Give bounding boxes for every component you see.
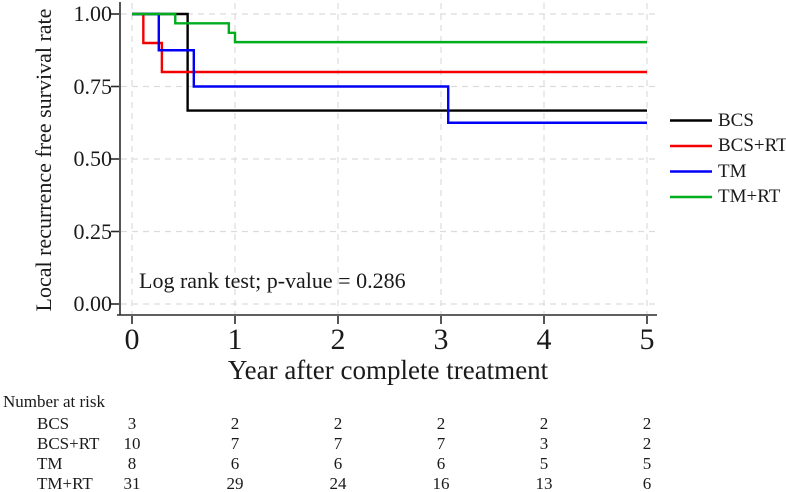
legend-label-TM+RT: TM+RT [718, 186, 781, 207]
risk-count: 6 [333, 454, 343, 473]
x-tick-label: 4 [536, 323, 552, 356]
series-line-TM [132, 12, 647, 124]
legend-label-BCS: BCS [718, 109, 754, 131]
risk-count: 29 [226, 474, 244, 492]
risk-count: 3 [539, 434, 549, 453]
risk-count: 2 [230, 414, 240, 433]
series-line-TM+RT [132, 12, 647, 44]
y-tick-label: 0.00 [73, 291, 113, 316]
risk-row-label: TM+RT [37, 474, 93, 492]
risk-count: 5 [642, 454, 652, 473]
risk-count: 2 [642, 434, 652, 453]
risk-count: 31 [123, 474, 141, 492]
risk-count: 5 [539, 454, 549, 473]
x-tick-label: 5 [639, 323, 655, 356]
risk-count: 8 [127, 454, 137, 473]
x-tick-label: 1 [227, 323, 243, 356]
risk-count: 2 [539, 414, 549, 433]
risk-row-label: BCS [37, 414, 70, 433]
risk-count: 2 [436, 414, 446, 433]
risk-count: 6 [642, 474, 652, 492]
y-tick-label: 0.50 [73, 146, 113, 171]
y-tick-label: 0.25 [73, 218, 113, 244]
risk-count: 2 [642, 414, 652, 433]
risk-count: 3 [127, 414, 137, 433]
risk-count: 7 [436, 434, 446, 453]
risk-count: 24 [329, 474, 347, 492]
risk-count: 6 [436, 454, 446, 473]
legend-label-TM: TM [718, 160, 747, 182]
risk-row-label: BCS+RT [37, 434, 100, 453]
risk-count: 6 [230, 454, 240, 473]
risk-count: 10 [123, 434, 141, 453]
y-tick-label: 1.00 [73, 1, 113, 26]
x-tick-label: 3 [433, 323, 449, 356]
x-tick-label: 2 [330, 323, 346, 356]
risk-row-label: TM [37, 454, 63, 473]
x-tick-label: 0 [124, 323, 140, 356]
risk-count: 7 [230, 434, 240, 453]
risk-table-title: Number at risk [3, 392, 105, 411]
risk-count: 16 [432, 474, 450, 492]
legend-label-BCS+RT: BCS+RT [718, 135, 786, 156]
risk-count: 7 [333, 434, 343, 453]
series-line-BCS [132, 12, 647, 112]
y-tick-label: 0.75 [73, 73, 113, 99]
log-rank-annotation: Log rank test; p-value = 0.286 [139, 268, 406, 293]
risk-count: 2 [333, 414, 343, 433]
x-axis-title: Year after complete treatment [227, 355, 549, 385]
risk-count: 13 [535, 474, 553, 492]
